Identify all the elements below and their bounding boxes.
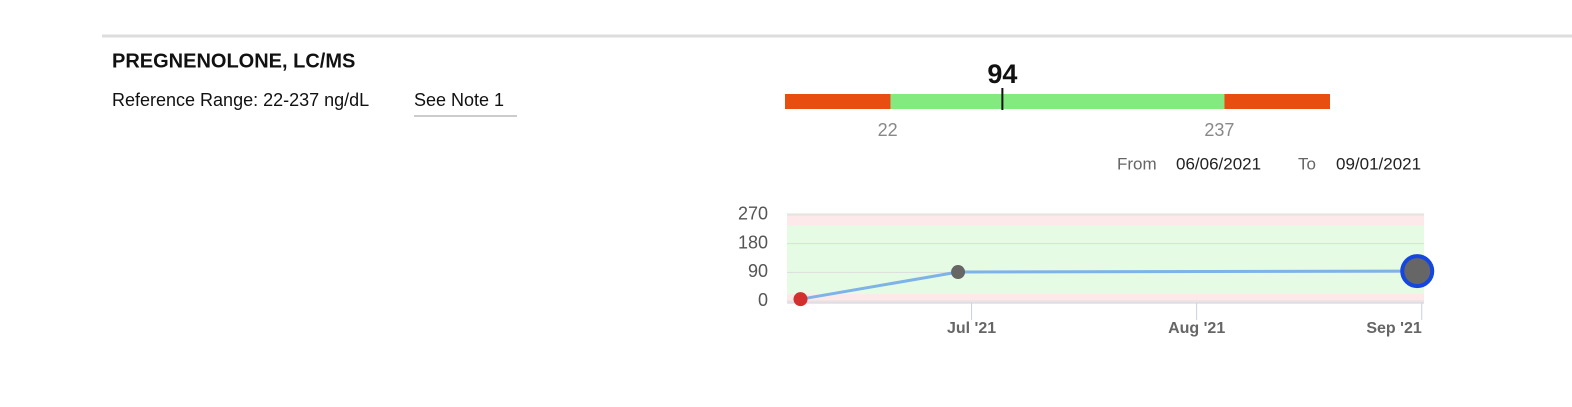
x-tick-label: Sep '21 [1366, 320, 1421, 337]
value-label: 94 [987, 59, 1017, 89]
y-tick-label: 0 [758, 290, 768, 310]
data-point[interactable] [951, 265, 966, 280]
x-tick-label: Jul '21 [947, 320, 996, 337]
high-band [787, 213, 1424, 226]
y-tick-label: 270 [738, 204, 768, 224]
high-label: 237 [1204, 120, 1234, 140]
note-link[interactable]: See Note 1 [414, 90, 504, 110]
test-title: PREGNENOLONE, LC/MS [112, 50, 355, 72]
low-band [787, 294, 1424, 303]
low-zone [785, 94, 891, 109]
low-label: 22 [878, 120, 898, 140]
normal-zone [890, 94, 1225, 109]
data-point[interactable] [1400, 254, 1435, 289]
x-tick-label: Aug '21 [1168, 320, 1225, 337]
to-label: To [1298, 154, 1316, 173]
trend-chart: 0 90 180 270 Jul '21 Aug '21 Sep '21 [738, 204, 1435, 337]
from-date[interactable]: 06/06/2021 [1176, 154, 1261, 173]
range-bar: 94 22 237 [785, 59, 1330, 140]
from-label: From [1117, 154, 1157, 173]
high-zone [1224, 94, 1330, 109]
to-date[interactable]: 09/01/2021 [1336, 154, 1421, 173]
y-tick-label: 90 [748, 261, 768, 281]
y-tick-label: 180 [738, 232, 768, 252]
data-point[interactable] [793, 292, 808, 307]
reference-range: Reference Range: 22-237 ng/dL [112, 90, 369, 110]
